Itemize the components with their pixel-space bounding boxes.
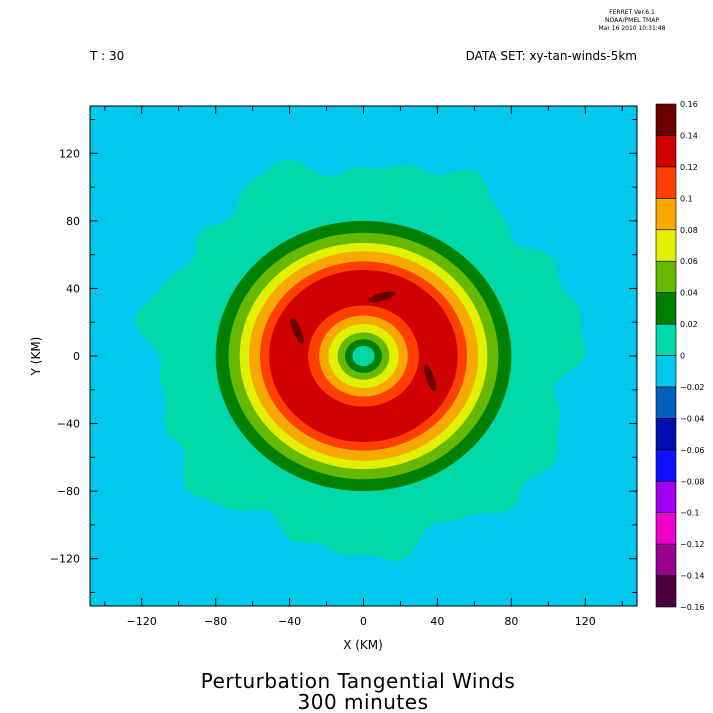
colorbar-level-label: 0.14	[680, 131, 698, 140]
colorbar-swatch	[655, 512, 677, 545]
maxima-patch-3	[423, 364, 437, 392]
colorbar-level-label: 0.08	[680, 226, 698, 235]
y-tick-label: 40	[66, 282, 80, 295]
axes: −120 −80 −40 0 40 80 120 −120 −80 −40 0 40 80 120	[50, 106, 637, 628]
colorbar-swatch	[655, 292, 677, 325]
colorbar-swatch	[655, 543, 677, 576]
colorbar-level-label: −0.16	[680, 603, 705, 612]
colorbar-level-label: 0.02	[680, 320, 698, 329]
colorbar-level-label: 0.06	[680, 257, 698, 266]
x-tick-label: 80	[504, 615, 518, 628]
colorbar-swatch	[655, 260, 677, 293]
colorbar-level-label: −0.02	[680, 383, 705, 392]
software-timestamp: Mar 16 2010 10:31:48	[599, 25, 666, 32]
x-tick-label: −40	[278, 615, 301, 628]
colorbar-swatch	[655, 449, 677, 482]
maxima-patch-2	[290, 317, 304, 344]
y-tick-label: −80	[57, 485, 80, 498]
y-tick-label: −120	[50, 553, 80, 566]
y-tick-label: 0	[73, 350, 80, 363]
colorbar-swatch	[655, 103, 677, 136]
colorbar-swatch	[655, 355, 677, 388]
maxima-patch-1	[368, 291, 396, 303]
chart-subtitle: 300 minutes	[298, 690, 429, 713]
plot-area	[90, 106, 637, 606]
y-tick-label: 80	[66, 215, 80, 228]
colorbar-level-label: 0.16	[680, 100, 698, 109]
colorbar-level-label: −0.06	[680, 446, 705, 455]
colorbar-swatch	[655, 198, 677, 231]
x-axis-label: X (KM)	[343, 638, 383, 652]
colorbar-swatch	[655, 386, 677, 419]
colorbar-level-label: −0.08	[680, 477, 705, 486]
chart-title: Perturbation Tangential Winds	[201, 669, 516, 693]
time-label: T : 30	[89, 49, 124, 63]
y-tick-label: −40	[57, 418, 80, 431]
colorbar-level-label: 0.1	[680, 194, 693, 203]
colorbar-level-label: −0.04	[680, 414, 705, 423]
colorbar-level-label: −0.14	[680, 572, 705, 581]
colorbar-swatch	[655, 166, 677, 199]
x-tick-label: 40	[430, 615, 444, 628]
colorbar-level-label: −0.1	[680, 509, 699, 518]
colorbar-level-label: 0	[680, 352, 685, 361]
colorbar-level-label: 0.12	[680, 163, 698, 172]
software-stamp: FERRET Ver.6.1 NOAA/PMEL TMAP Mar 16 201…	[599, 9, 666, 32]
x-tick-label: 0	[360, 615, 367, 628]
colorbar-swatch	[655, 418, 677, 451]
colorbar-swatch	[655, 135, 677, 168]
colorbar-level-label: 0.04	[680, 289, 698, 298]
colorbar-swatch	[655, 229, 677, 262]
x-tick-label: 120	[575, 615, 596, 628]
contour-band-12	[352, 345, 375, 367]
colorbar-swatch	[655, 323, 677, 356]
colorbar-swatch	[655, 480, 677, 513]
software-org: NOAA/PMEL TMAP	[605, 17, 659, 24]
x-tick-label: −80	[204, 615, 227, 628]
software-name: FERRET Ver.6.1	[609, 9, 655, 16]
colorbar: −0.16 −0.14 −0.12 −0.1 −0.08 −0.06 −0.04 −0.02 0…	[655, 100, 705, 612]
dataset-label: DATA SET: xy-tan-winds-5km	[466, 49, 637, 63]
y-tick-label: 120	[59, 147, 80, 160]
colorbar-level-label: −0.12	[680, 540, 705, 549]
x-tick-label: −120	[127, 615, 157, 628]
colorbar-swatch	[655, 575, 677, 608]
y-axis-label: Y (KM)	[29, 337, 43, 377]
